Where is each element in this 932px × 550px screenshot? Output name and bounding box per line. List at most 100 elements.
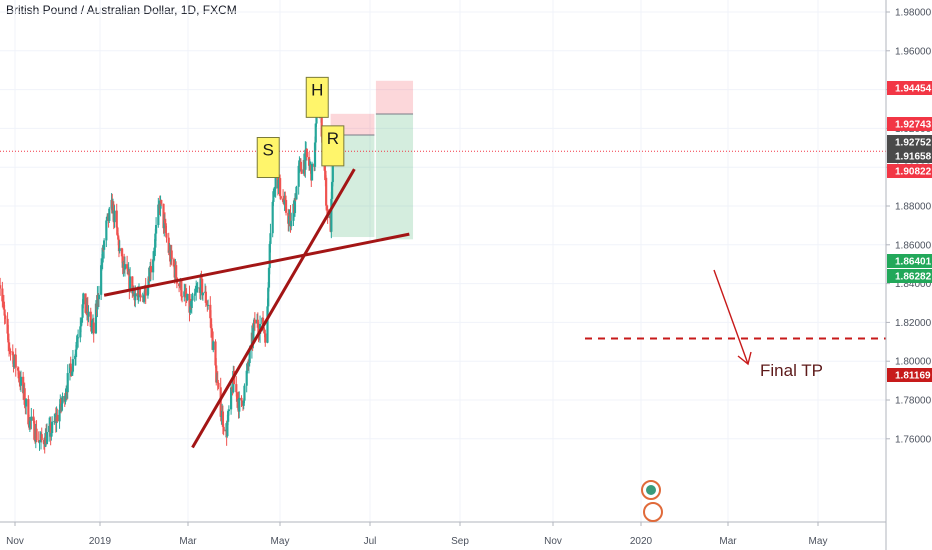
y-tick-label: 1.84000 — [895, 279, 932, 290]
candle-series — [0, 98, 334, 454]
candle-body — [97, 294, 101, 300]
candle-body — [170, 250, 173, 260]
candle-body — [0, 285, 2, 289]
y-tick-label: 1.82000 — [895, 318, 932, 329]
pattern-box-h — [305, 76, 329, 118]
candle-body — [175, 265, 178, 278]
candle-body — [74, 355, 77, 360]
candle-body — [18, 378, 21, 381]
candle-body — [126, 264, 129, 269]
candle-body — [113, 210, 116, 223]
candle-body — [134, 293, 137, 301]
candle-body — [252, 327, 255, 343]
price-label-box — [887, 149, 932, 163]
x-tick-label: May — [271, 536, 290, 547]
candle-body — [331, 162, 334, 183]
price-label-box — [887, 81, 932, 95]
candle-body — [290, 220, 293, 227]
candle-body — [49, 423, 52, 437]
candle-body — [325, 205, 328, 210]
candle-body — [103, 240, 106, 250]
candle-body — [56, 414, 59, 422]
candle-body — [330, 198, 333, 232]
candle-body — [256, 319, 259, 328]
candle-body — [180, 296, 184, 298]
candle-body — [178, 283, 181, 287]
candle-body — [117, 235, 120, 240]
candle-body — [35, 428, 38, 441]
candle-body — [248, 349, 251, 364]
candle-body — [279, 178, 282, 197]
candle-body — [154, 225, 158, 234]
candle-body — [263, 330, 266, 334]
candle-body — [139, 294, 142, 298]
candle-body — [152, 259, 155, 273]
pattern-box-r — [321, 125, 345, 167]
candle-body — [227, 409, 230, 412]
candle-body — [217, 382, 220, 388]
candle-body — [160, 200, 163, 204]
candle-body — [82, 293, 85, 305]
candle-body — [115, 210, 118, 228]
y-tick-label: 1.86000 — [895, 240, 932, 251]
candle-body — [180, 280, 183, 297]
candle-body — [262, 328, 265, 331]
candle-body — [164, 223, 167, 234]
price-label-box — [887, 368, 932, 382]
position-zones — [330, 80, 414, 240]
candle-body — [271, 201, 274, 234]
candle-body — [65, 391, 68, 396]
candle-body — [118, 248, 121, 252]
candle-body — [146, 286, 150, 296]
candle-body — [245, 370, 248, 386]
candle-body — [30, 416, 33, 421]
candle-body — [162, 203, 165, 229]
candle-body — [212, 341, 215, 350]
candle-body — [65, 391, 69, 393]
candle-body — [7, 333, 10, 343]
candle-body — [71, 359, 75, 372]
trendlines — [0, 150, 886, 449]
candle-body — [23, 388, 26, 405]
price-label-box — [887, 164, 932, 178]
candle-body — [14, 354, 17, 368]
arrow-head — [737, 351, 752, 366]
candle-body — [195, 288, 199, 291]
candle-body — [299, 161, 303, 170]
x-tick-label: Sep — [451, 536, 469, 547]
price-label: 1.86401 — [895, 257, 932, 268]
candle-body — [190, 300, 193, 308]
candle-body — [238, 397, 241, 412]
annotations: Final TP S H R — [256, 76, 886, 380]
candle-body — [74, 349, 77, 356]
candle-body — [188, 293, 191, 313]
candle-body — [268, 243, 271, 268]
candle-body — [6, 318, 9, 334]
candle-body — [149, 266, 152, 273]
candle-body — [196, 287, 199, 289]
candle-body — [264, 333, 267, 343]
candle-body — [257, 327, 260, 334]
x-tick-label: Jul — [364, 536, 377, 547]
chart-title: British Pound / Australian Dollar, 1D, F… — [6, 3, 237, 17]
candle-body — [87, 311, 90, 317]
price-label: 1.94454 — [895, 84, 932, 95]
candle-body — [85, 312, 88, 314]
candle-body — [100, 265, 103, 295]
pattern-box-s — [256, 137, 280, 178]
candle-body — [205, 302, 208, 305]
pattern-label-s: S — [263, 141, 274, 160]
candle-body — [48, 425, 51, 433]
candle-body — [267, 267, 271, 288]
candle-body — [71, 371, 74, 376]
candle-body — [16, 367, 20, 371]
candle-body — [308, 165, 311, 167]
candle-body — [94, 303, 98, 334]
candle-body — [51, 421, 54, 434]
candle-body — [172, 259, 176, 267]
candle-body — [80, 317, 83, 323]
watermark-globe-inner — [646, 485, 656, 495]
candle-body — [101, 247, 104, 263]
candle-body — [325, 177, 328, 206]
